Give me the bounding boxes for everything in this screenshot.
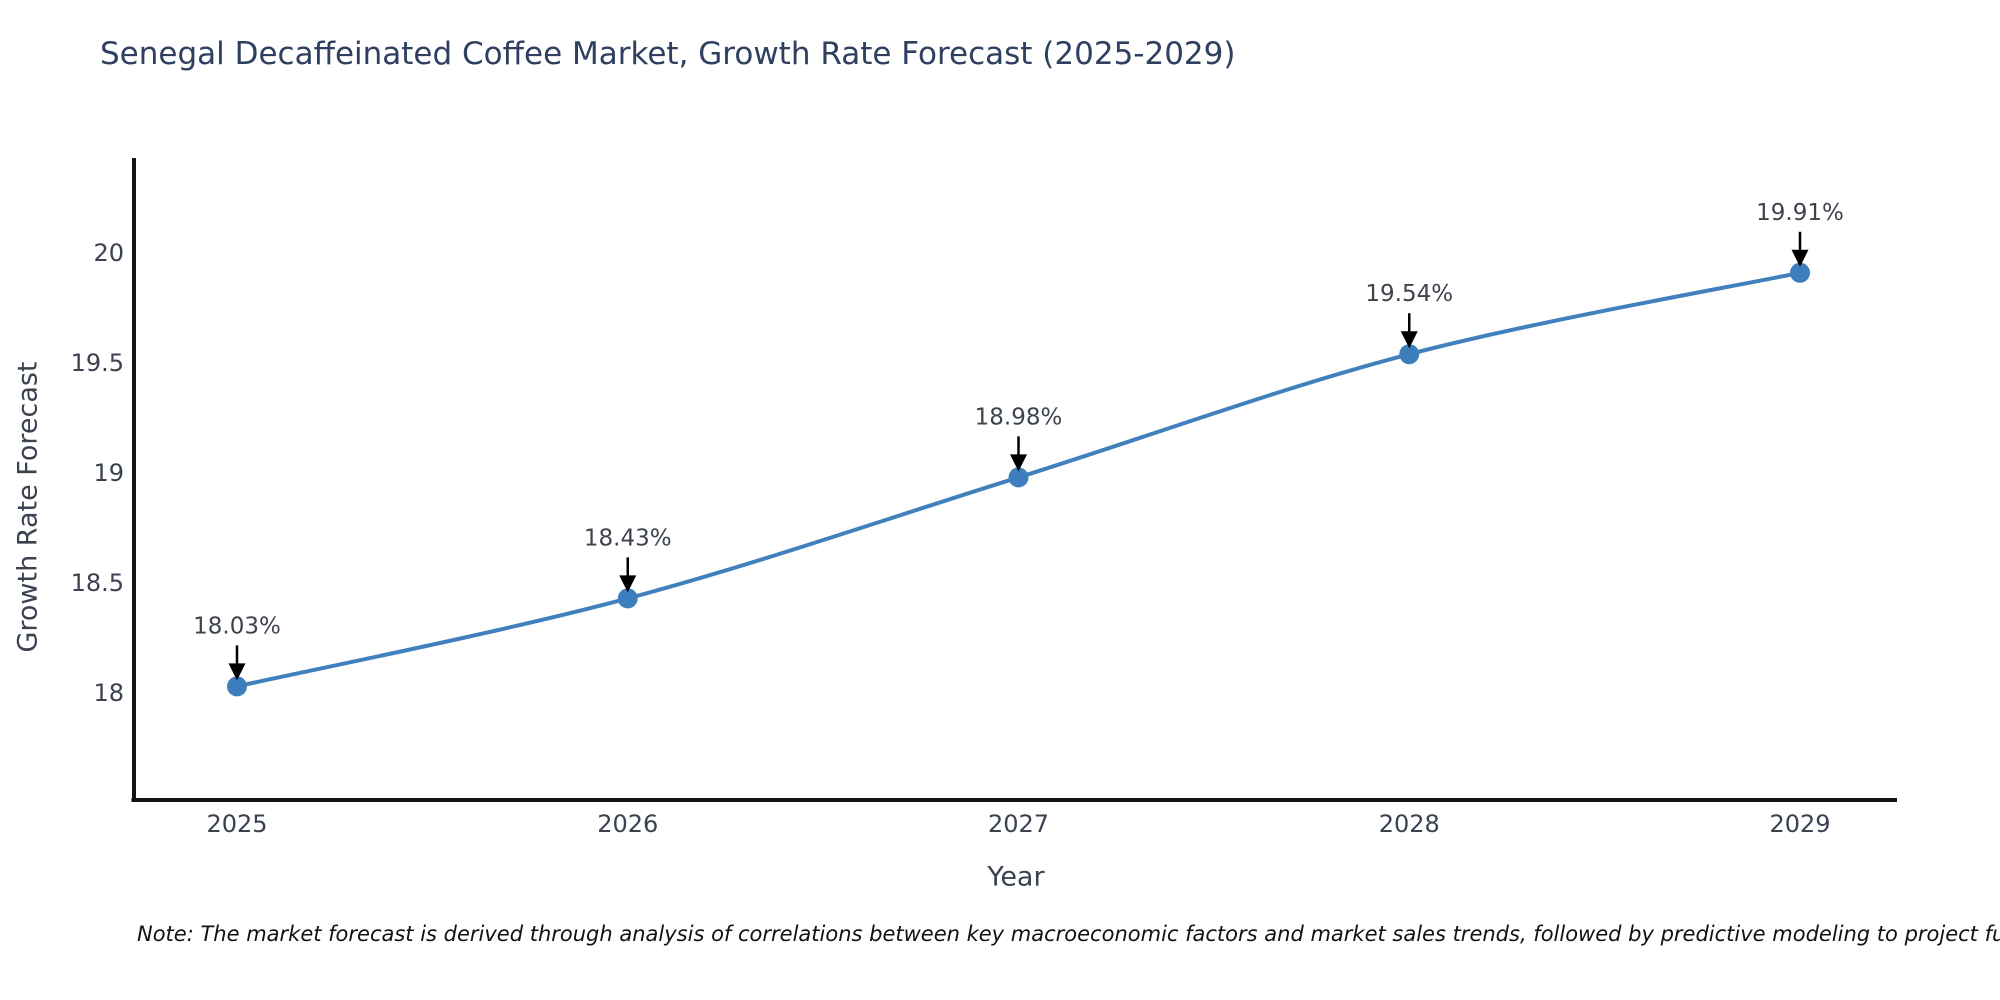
data-point-label: 18.43% xyxy=(584,525,672,551)
data-point-marker xyxy=(227,676,247,697)
y-tick-label: 20 xyxy=(93,239,124,267)
x-tick-label: 2026 xyxy=(597,810,658,838)
x-tick-label: 2028 xyxy=(1379,810,1440,838)
data-point-label: 19.91% xyxy=(1756,200,1844,226)
annotation-arrowhead xyxy=(619,575,637,593)
data-point-marker xyxy=(1399,344,1420,365)
data-point-marker xyxy=(617,588,638,609)
y-tick-label: 19.5 xyxy=(71,349,124,377)
data-point-marker xyxy=(1790,262,1810,283)
data-point-label: 18.98% xyxy=(975,404,1063,430)
x-tick-label: 2027 xyxy=(988,810,1049,838)
annotation-arrowhead xyxy=(1791,249,1809,267)
x-tick-label: 2029 xyxy=(1769,810,1830,838)
data-point-label: 19.54% xyxy=(1365,281,1453,307)
annotation-arrowhead xyxy=(1400,331,1418,349)
annotation-arrowhead xyxy=(228,663,246,681)
data-point-marker xyxy=(1008,467,1029,488)
y-axis-title: Growth Rate Forecast xyxy=(12,361,44,653)
x-axis-title: Year xyxy=(987,861,1045,893)
y-tick-label: 18 xyxy=(93,679,124,707)
annotation-arrowhead xyxy=(1010,454,1027,472)
y-tick-label: 19 xyxy=(93,459,124,487)
footnote: Note: The market forecast is derived thr… xyxy=(137,922,2000,946)
y-tick-label: 18.5 xyxy=(71,569,124,597)
x-tick-label: 2025 xyxy=(206,810,267,838)
data-point-label: 18.03% xyxy=(193,613,281,639)
chart-title: Senegal Decaffeinated Coffee Market, Gro… xyxy=(100,36,1236,72)
